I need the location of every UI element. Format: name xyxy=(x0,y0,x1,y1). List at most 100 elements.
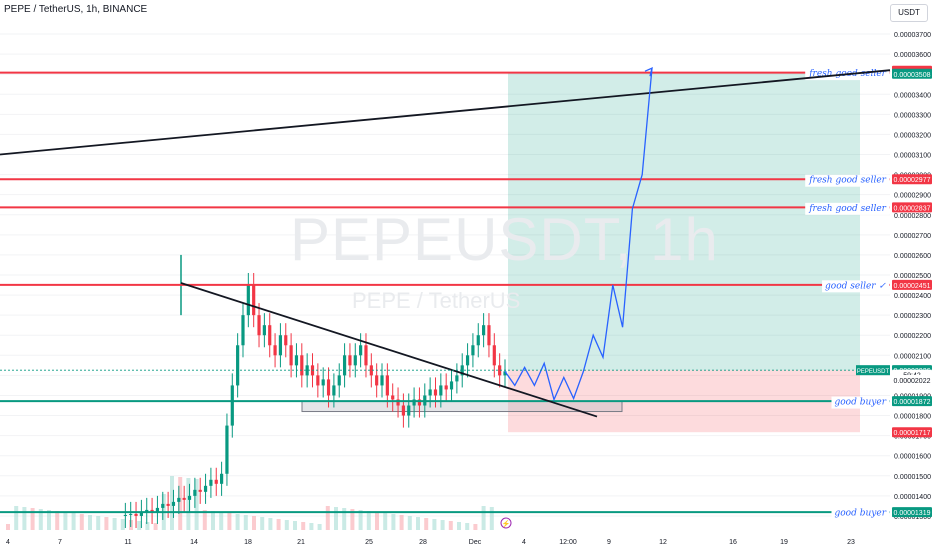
candle-body xyxy=(364,345,368,366)
candle-body xyxy=(396,399,400,406)
candle-body xyxy=(465,355,470,366)
level-label: good buyer xyxy=(835,398,887,408)
volume-bar xyxy=(153,523,158,530)
volume-bar xyxy=(186,478,191,530)
price-tick-label: 0.00002600 xyxy=(894,253,931,260)
time-tick-label: 7 xyxy=(58,539,62,546)
price-tick-label: 0.00001800 xyxy=(894,414,931,421)
price-tick-label: 0.00002300 xyxy=(894,313,931,320)
volume-bar xyxy=(145,522,150,530)
candle-body xyxy=(134,513,138,516)
volume-bar xyxy=(14,506,19,530)
level-badge-text: 0.00003508 xyxy=(894,72,931,79)
candle-body xyxy=(337,375,341,386)
volume-bar xyxy=(399,515,404,530)
volume-bar xyxy=(235,514,240,530)
candle-body xyxy=(471,345,475,356)
volume-bar xyxy=(178,477,183,530)
level-badge xyxy=(892,174,932,185)
level-badge xyxy=(892,279,932,290)
volume-bar xyxy=(457,522,461,530)
candle-body xyxy=(369,365,373,376)
volume-bar xyxy=(252,516,256,530)
volume-bar xyxy=(268,518,273,530)
price-tick-label: 0.00003300 xyxy=(894,112,931,119)
time-tick-label: 11 xyxy=(124,539,131,546)
candle-body xyxy=(492,345,496,366)
candle-body xyxy=(198,489,202,492)
trendlines xyxy=(0,69,891,418)
sl-badge xyxy=(892,427,932,438)
candle-body xyxy=(241,315,245,346)
volume-bar xyxy=(202,510,207,530)
volume-bar xyxy=(424,518,429,530)
chart-title: PEPE / TetherUS, 1h, BINANCE xyxy=(4,4,148,15)
volume-bar xyxy=(71,513,76,530)
level-label-bg xyxy=(831,396,890,409)
candle-body xyxy=(487,325,491,346)
level-label: good seller ✓ xyxy=(825,281,886,291)
volume-bar xyxy=(293,521,297,530)
level-label-bg xyxy=(831,507,890,520)
candle-body xyxy=(284,335,288,346)
candle-body xyxy=(428,389,432,396)
candle-body xyxy=(391,395,395,400)
volume-bar xyxy=(350,509,355,530)
time-tick-label: Dec xyxy=(469,539,482,546)
candle-body xyxy=(385,375,389,396)
volume-bar xyxy=(55,511,60,530)
candle-body xyxy=(300,355,304,376)
candle-body xyxy=(257,315,261,336)
volume-bar xyxy=(407,516,412,530)
volume-bar xyxy=(243,515,248,530)
candle-body xyxy=(401,405,406,416)
candle-body xyxy=(145,509,149,512)
sl-badge-text: 0.00001717 xyxy=(894,430,931,437)
time-tick-label: 16 xyxy=(729,539,737,546)
candle-body xyxy=(433,389,438,396)
candle-body xyxy=(321,379,325,386)
candle-body xyxy=(171,501,176,506)
candle-body xyxy=(129,513,133,515)
candle-body xyxy=(123,514,127,516)
candle-body xyxy=(289,345,293,366)
volume-bar xyxy=(358,510,363,530)
level-badge xyxy=(892,507,932,518)
price-tick-label: 0.00003200 xyxy=(894,132,931,139)
candle-body xyxy=(476,335,480,346)
time-tick-label: 23 xyxy=(847,539,855,546)
candle-body xyxy=(236,345,240,386)
ticker-badge xyxy=(856,365,890,376)
candle-body xyxy=(407,405,411,416)
candle-body xyxy=(209,479,213,486)
volume-bar xyxy=(104,517,109,530)
candle-body xyxy=(246,285,250,316)
candle-body xyxy=(503,371,507,376)
candle-body xyxy=(219,473,224,484)
volume-bar xyxy=(211,511,215,530)
volume-bar xyxy=(342,508,347,530)
volume-bar xyxy=(473,524,478,530)
price-tick-label: 0.00002500 xyxy=(894,273,931,280)
price-tick-label: 0.00003400 xyxy=(894,92,931,99)
trendline-long-term xyxy=(0,69,891,156)
candle-body xyxy=(161,503,165,508)
price-tick-label: 0.00001400 xyxy=(894,494,931,501)
currency-button[interactable]: USDT xyxy=(890,4,928,22)
volume-bar xyxy=(79,514,84,530)
level-badge xyxy=(892,396,932,407)
last-price2-badge-text: 0.00002022 xyxy=(894,378,931,385)
grid xyxy=(0,33,890,517)
projection-line xyxy=(504,68,653,402)
price-tick-label: 0.00001500 xyxy=(894,474,931,481)
profit-zone xyxy=(508,71,860,371)
candle-body xyxy=(417,399,422,406)
level-badge xyxy=(892,202,932,213)
price-tick-label: 0.00002100 xyxy=(894,353,931,360)
time-tick-label: 12 xyxy=(659,539,667,546)
volume-bar xyxy=(88,515,92,530)
volume-bar xyxy=(6,524,10,530)
volume-bar xyxy=(366,511,371,530)
candle-body xyxy=(412,399,416,406)
time-axis: 4 7 11 14 18 21 25 28 Dec 4 12:00 9 12 16 19 23 ⚡ xyxy=(6,517,855,546)
